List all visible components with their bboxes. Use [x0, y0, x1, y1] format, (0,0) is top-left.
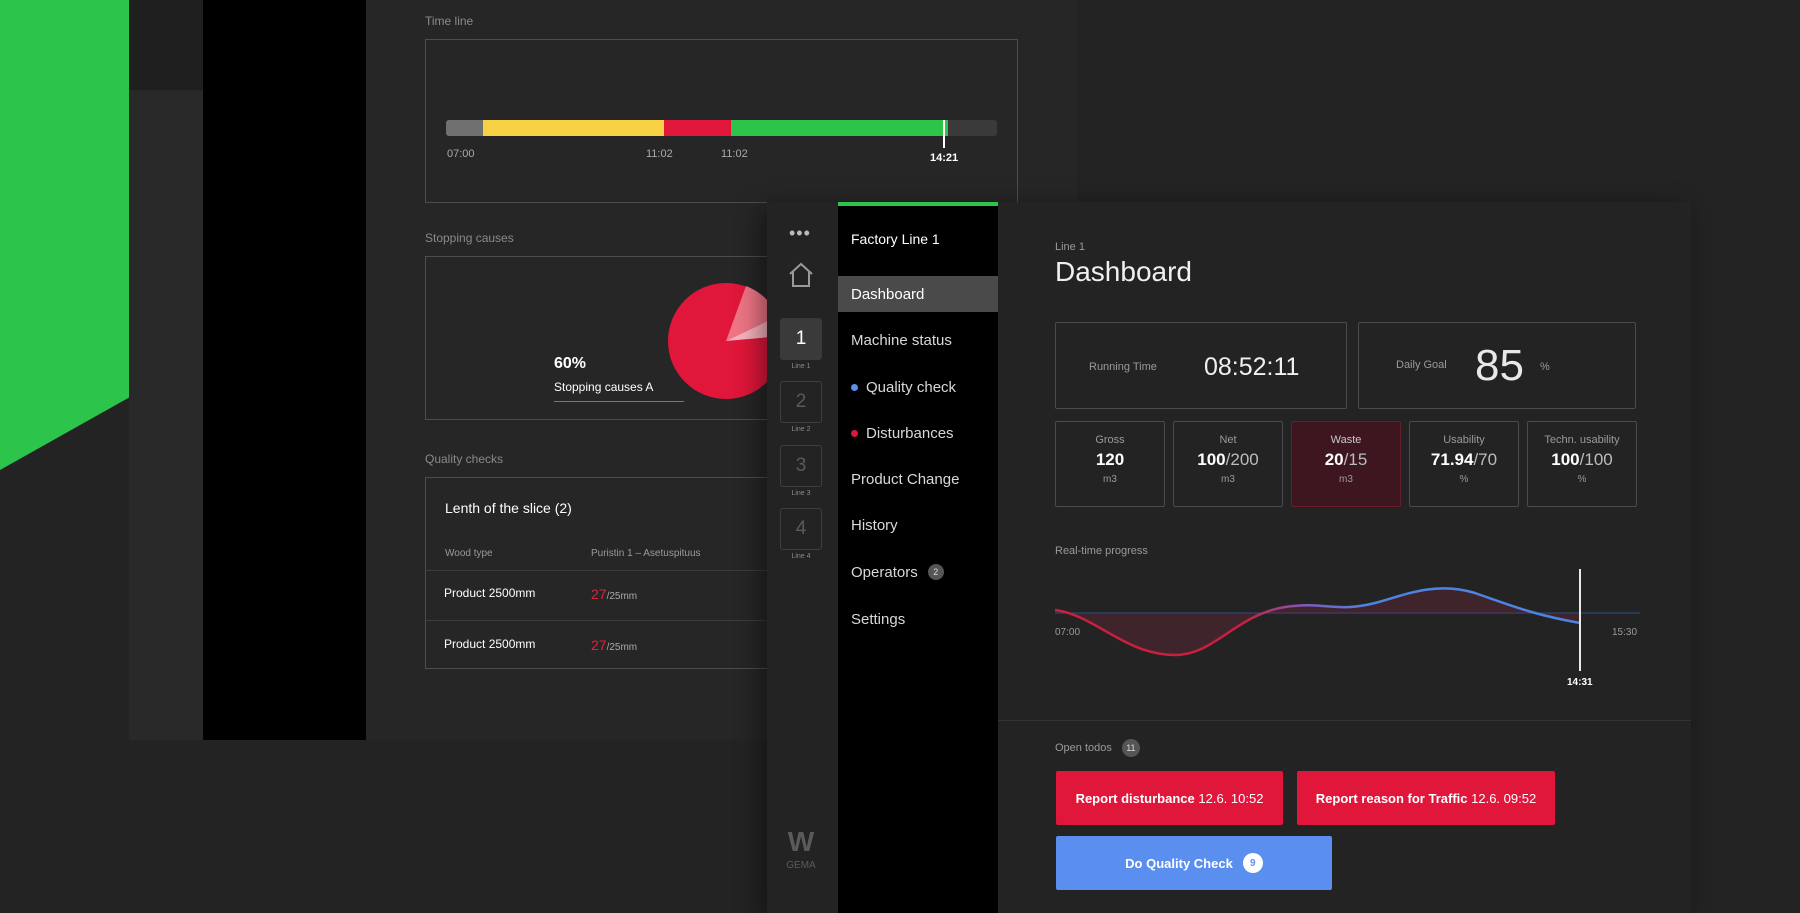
- pie-slice-b: [726, 286, 778, 341]
- report-traffic-reason-button[interactable]: Report reason for Traffic 12.6. 09:52: [1297, 771, 1555, 825]
- nav-item-machine-status[interactable]: Machine status: [851, 331, 952, 349]
- progress-label: Real-time progress: [1055, 545, 1148, 557]
- operators-count-badge: 2: [927, 564, 944, 580]
- timeline-segment-green: [731, 120, 948, 136]
- qc-row-product: Product 2500mm: [444, 586, 536, 600]
- qc-title: Lenth of the slice (2): [445, 500, 572, 516]
- line-caption: Line 4: [791, 553, 811, 560]
- more-dots-icon[interactable]: •••: [789, 223, 811, 243]
- kpi-waste: Waste 20/15 m3: [1291, 421, 1401, 507]
- background-sidebar-top: [129, 0, 203, 90]
- line-caption: Line 3: [791, 490, 811, 497]
- quality-checks-card: Lenth of the slice (2) Wood type Puristi…: [425, 477, 805, 669]
- timeline-card: 07:00 11:02 11:02 14:21: [425, 39, 1018, 203]
- divider: [426, 620, 804, 621]
- quality-checks-label: Quality checks: [425, 452, 504, 466]
- home-icon[interactable]: [787, 261, 815, 289]
- timeline-segment-idle: [446, 120, 483, 136]
- timeline-segment-red: [664, 120, 731, 136]
- kpi-net: Net 100/200 m3: [1173, 421, 1283, 507]
- background-sidebar: [129, 90, 203, 740]
- stopping-causes-label: Stopping causes: [425, 231, 514, 245]
- background-nav-panel: [203, 0, 366, 740]
- qc-row-product: Product 2500mm: [444, 637, 536, 651]
- timeline-now-marker: [943, 120, 945, 148]
- line-caption: Line 1: [791, 363, 811, 370]
- daily-goal-label: Daily Goal: [1396, 359, 1447, 371]
- nav-item-product-change[interactable]: Product Change: [851, 470, 960, 488]
- open-todos-label: Open todos 11: [1055, 739, 1140, 757]
- line-4-button[interactable]: 4: [780, 508, 822, 550]
- line-3-button[interactable]: 3: [780, 445, 822, 487]
- divider: [426, 570, 804, 571]
- pie-caption: Stopping causes A: [554, 380, 654, 394]
- kpi-usability: Usability 71.94/70 %: [1409, 421, 1519, 507]
- timeline-segment-yellow: [483, 120, 664, 136]
- kpi-techn-usability: Techn. usability 100/100 %: [1527, 421, 1637, 507]
- nav-title: Factory Line 1: [851, 231, 940, 247]
- stopping-causes-card: 60% Stopping causes A: [425, 256, 805, 420]
- pie-percent: 60%: [554, 355, 587, 372]
- timeline-tick: 11:02: [721, 148, 748, 160]
- qc-column-header: Wood type: [445, 548, 493, 559]
- timeline-label: Time line: [425, 14, 474, 28]
- running-time-value: 08:52:11: [1204, 353, 1300, 381]
- decorative-green-shape: [0, 0, 130, 470]
- daily-goal-unit: %: [1540, 361, 1550, 373]
- gema-logo-text: GEMA: [786, 860, 816, 871]
- line-2-button[interactable]: 2: [780, 381, 822, 423]
- area-fill: [1055, 588, 1580, 655]
- running-time-label: Running Time: [1089, 361, 1157, 373]
- line-caption: Line 2: [791, 426, 811, 433]
- running-time-card: Running Time 08:52:11: [1055, 322, 1347, 409]
- nav-accent-line: [838, 202, 998, 206]
- progress-end-label: 15:30: [1612, 627, 1638, 638]
- qc-column-header: Puristin 1 – Asetuspituus: [591, 548, 701, 559]
- report-disturbance-button[interactable]: Report disturbance 12.6. 10:52: [1056, 771, 1283, 825]
- status-dot: [851, 429, 858, 437]
- nav-item-dashboard[interactable]: Dashboard: [838, 276, 998, 312]
- realtime-progress-chart: [1055, 569, 1640, 671]
- nav-item-history[interactable]: History: [851, 516, 898, 534]
- qc-row-value: 27/25mm: [591, 637, 638, 653]
- timeline-tick: 07:00: [447, 148, 475, 160]
- kpi-gross: Gross 120 m3: [1055, 421, 1165, 507]
- daily-goal-value: 85: [1475, 341, 1524, 390]
- status-dot: [851, 383, 858, 391]
- timeline-now-label: 14:21: [930, 152, 959, 164]
- nav-item-quality-check[interactable]: Quality check: [838, 369, 998, 405]
- timeline-tick: 11:02: [646, 148, 673, 160]
- navigation-panel: [838, 202, 998, 913]
- quality-check-count-badge: 9: [1242, 853, 1263, 873]
- page-kicker: Line 1: [1055, 241, 1085, 253]
- do-quality-check-button[interactable]: Do Quality Check 9: [1056, 836, 1332, 890]
- todos-count-badge: 11: [1121, 739, 1140, 757]
- nav-item-operators[interactable]: Operators 2: [838, 554, 998, 590]
- line-1-button[interactable]: 1: [780, 318, 822, 360]
- nav-item-settings[interactable]: Settings: [851, 610, 906, 628]
- pie-callout-line: [554, 401, 684, 402]
- divider: [998, 720, 1691, 721]
- progress-start-label: 07:00: [1055, 627, 1081, 638]
- page-title: Dashboard: [1055, 256, 1192, 287]
- gema-logo-icon: W: [787, 826, 815, 857]
- daily-goal-card: Daily Goal 85 %: [1358, 322, 1636, 409]
- qc-row-value: 27/25mm: [591, 586, 638, 602]
- progress-line: [1055, 587, 1581, 657]
- progress-now-label: 14:31: [1567, 677, 1593, 688]
- nav-item-disturbances[interactable]: Disturbances: [838, 415, 998, 451]
